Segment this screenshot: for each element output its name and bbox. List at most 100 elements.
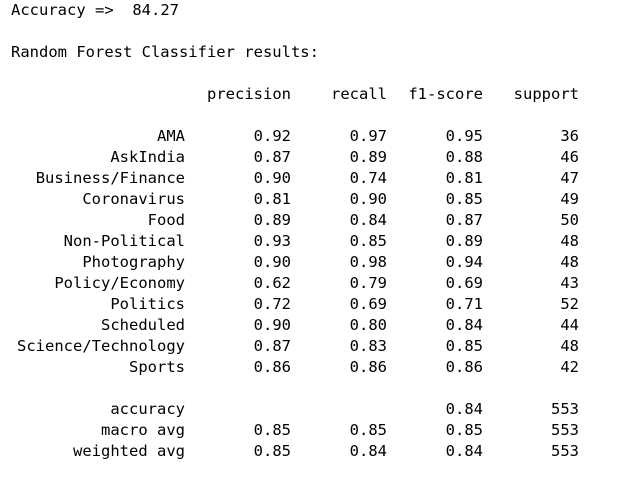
- row-precision: 0.93: [253, 232, 291, 250]
- row-recall: 0.84: [349, 211, 387, 229]
- row-precision: 0.86: [253, 358, 291, 376]
- header-recall: recall: [331, 85, 387, 103]
- row-support: 44: [560, 316, 579, 334]
- row-label: macro avg: [101, 421, 185, 439]
- row-support: 553: [551, 421, 579, 439]
- report-row: Business/Finance 0.90 0.74 0.81 47: [11, 168, 611, 189]
- row-precision: 0.85: [253, 442, 291, 460]
- row-label: Sports: [129, 358, 185, 376]
- row-support: 46: [560, 148, 579, 166]
- row-support: 553: [551, 442, 579, 460]
- report-row: accuracy 0.84 553: [11, 399, 611, 420]
- row-f1-score: 0.81: [445, 169, 483, 187]
- report-row: Science/Technology 0.87 0.83 0.85 48: [11, 336, 611, 357]
- report-row: macro avg 0.85 0.85 0.85 553: [11, 420, 611, 441]
- blank-line: [11, 63, 611, 84]
- report-row: Politics 0.72 0.69 0.71 52: [11, 294, 611, 315]
- row-precision: 0.81: [253, 190, 291, 208]
- row-f1-score: 0.85: [445, 190, 483, 208]
- row-label: AMA: [157, 127, 185, 145]
- row-f1-score: 0.87: [445, 211, 483, 229]
- row-support: 52: [560, 295, 579, 313]
- summary-rows: accuracy 0.84 553 macro avg 0.85 0.85 0.85 553 w…: [11, 399, 611, 462]
- header-f1-score: f1-score: [408, 85, 483, 103]
- row-precision: 0.90: [253, 253, 291, 271]
- class-rows: AMA 0.92 0.97 0.95 36 AskIndia 0.87 0.89 0.88 46 B…: [11, 126, 611, 378]
- report-row: Photography 0.90 0.98 0.94 48: [11, 252, 611, 273]
- report-row: AskIndia 0.87 0.89 0.88 46: [11, 147, 611, 168]
- blank-line: [11, 378, 611, 399]
- row-f1-score: 0.88: [445, 148, 483, 166]
- report-row: Food 0.89 0.84 0.87 50: [11, 210, 611, 231]
- report-row: Coronavirus 0.81 0.90 0.85 49: [11, 189, 611, 210]
- report-row: Policy/Economy 0.62 0.79 0.69 43: [11, 273, 611, 294]
- row-recall: 0.98: [349, 253, 387, 271]
- row-support: 553: [551, 400, 579, 418]
- row-support: 43: [560, 274, 579, 292]
- report-row: Scheduled 0.90 0.80 0.84 44: [11, 315, 611, 336]
- row-f1-score: 0.89: [445, 232, 483, 250]
- row-precision: 0.72: [253, 295, 291, 313]
- row-support: 36: [560, 127, 579, 145]
- row-recall: 0.84: [349, 442, 387, 460]
- accuracy-label: Accuracy =>: [11, 1, 114, 19]
- row-label: Non-Political: [63, 232, 185, 250]
- row-support: 47: [560, 169, 579, 187]
- row-recall: 0.97: [349, 127, 387, 145]
- row-recall: 0.86: [349, 358, 387, 376]
- row-label: Policy/Economy: [54, 274, 185, 292]
- header-support: support: [513, 85, 579, 103]
- row-precision: 0.90: [253, 316, 291, 334]
- row-f1-score: 0.95: [445, 127, 483, 145]
- row-support: 49: [560, 190, 579, 208]
- row-f1-score: 0.84: [445, 400, 483, 418]
- row-recall: 0.90: [349, 190, 387, 208]
- accuracy-line: Accuracy => 84.27: [11, 0, 611, 21]
- blank-line: [11, 21, 611, 42]
- row-label: Politics: [110, 295, 185, 313]
- row-f1-score: 0.94: [445, 253, 483, 271]
- report-row: weighted avg 0.85 0.84 0.84 553: [11, 441, 611, 462]
- row-precision: 0.87: [253, 148, 291, 166]
- blank-line: [11, 105, 611, 126]
- row-label: weighted avg: [73, 442, 185, 460]
- report-title: Random Forest Classifier results:: [11, 43, 319, 61]
- row-precision: 0.87: [253, 337, 291, 355]
- row-label: AskIndia: [110, 148, 185, 166]
- row-f1-score: 0.69: [445, 274, 483, 292]
- row-recall: 0.69: [349, 295, 387, 313]
- row-label: Science/Technology: [17, 337, 185, 355]
- row-support: 48: [560, 337, 579, 355]
- row-recall: 0.89: [349, 148, 387, 166]
- row-f1-score: 0.85: [445, 421, 483, 439]
- report-header-row: precision recall f1-score support: [11, 84, 611, 105]
- row-support: 50: [560, 211, 579, 229]
- row-precision: 0.90: [253, 169, 291, 187]
- row-label: Photography: [82, 253, 185, 271]
- row-label: accuracy: [110, 400, 185, 418]
- row-precision: 0.92: [253, 127, 291, 145]
- row-f1-score: 0.84: [445, 442, 483, 460]
- row-support: 48: [560, 253, 579, 271]
- row-label: Food: [147, 211, 185, 229]
- row-label: Scheduled: [101, 316, 185, 334]
- row-f1-score: 0.85: [445, 337, 483, 355]
- row-recall: 0.85: [349, 232, 387, 250]
- row-label: Business/Finance: [35, 169, 185, 187]
- row-f1-score: 0.84: [445, 316, 483, 334]
- row-precision: 0.89: [253, 211, 291, 229]
- row-recall: 0.79: [349, 274, 387, 292]
- report-row: Non-Political 0.93 0.85 0.89 48: [11, 231, 611, 252]
- row-recall: 0.85: [349, 421, 387, 439]
- row-label: Coronavirus: [82, 190, 185, 208]
- row-support: 48: [560, 232, 579, 250]
- report-row: Sports 0.86 0.86 0.86 42: [11, 357, 611, 378]
- row-precision: 0.85: [253, 421, 291, 439]
- row-recall: 0.74: [349, 169, 387, 187]
- row-f1-score: 0.71: [445, 295, 483, 313]
- row-precision: 0.62: [253, 274, 291, 292]
- row-support: 42: [560, 358, 579, 376]
- row-f1-score: 0.86: [445, 358, 483, 376]
- report-row: AMA 0.92 0.97 0.95 36: [11, 126, 611, 147]
- accuracy-value: 84.27: [132, 1, 179, 19]
